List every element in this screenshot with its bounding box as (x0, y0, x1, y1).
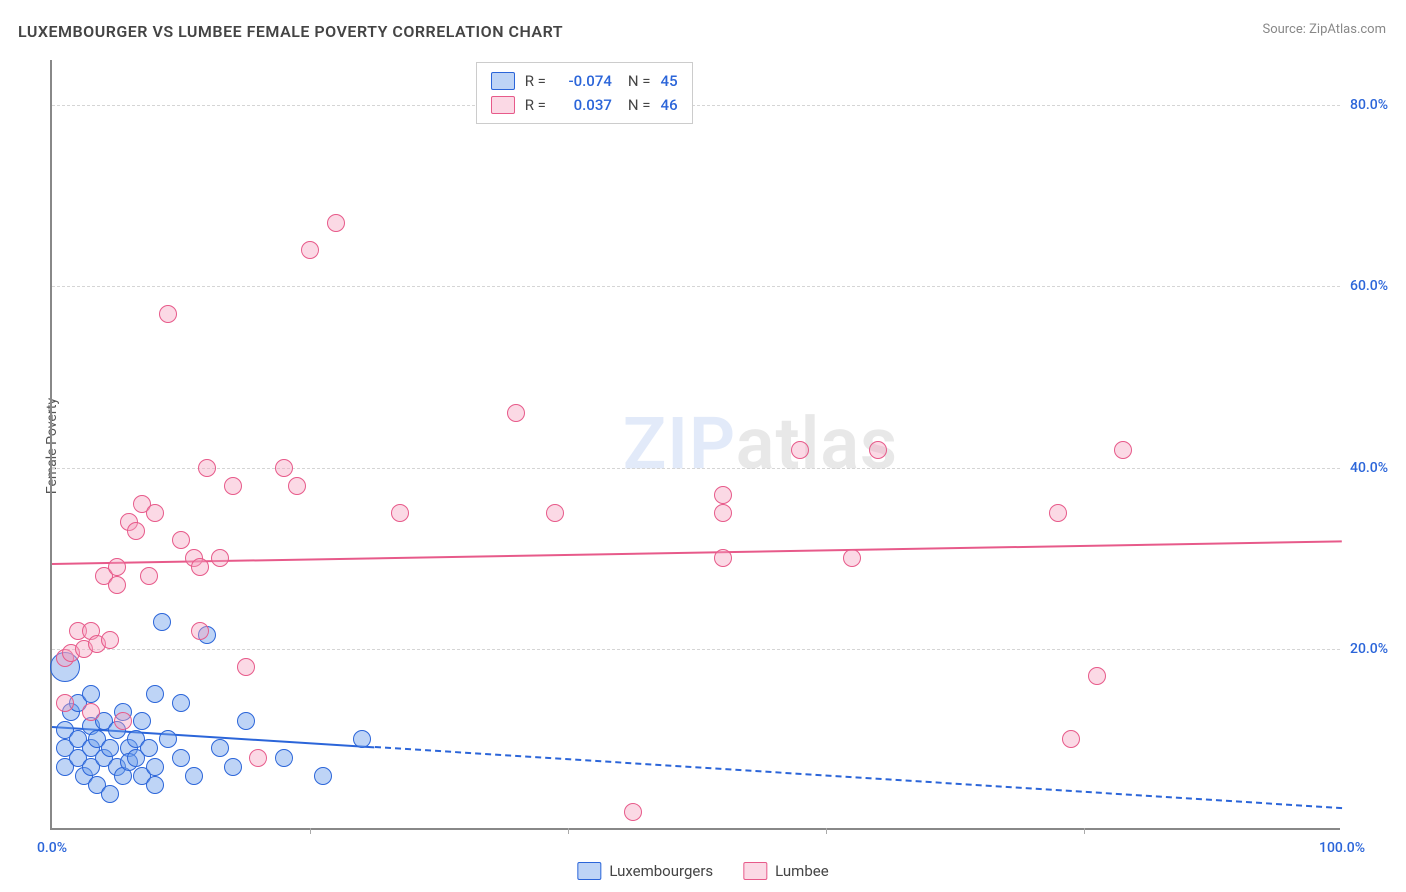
x-tick-label: 0.0% (37, 840, 67, 856)
scatter-point (507, 404, 525, 422)
trend-line (374, 746, 1342, 809)
stat-r-value: -0.074 (556, 69, 612, 93)
scatter-point (172, 694, 190, 712)
scatter-point (146, 758, 164, 776)
legend-label: Lumbee (775, 862, 829, 880)
scatter-point (843, 549, 861, 567)
legend-swatch (491, 96, 515, 114)
x-tick-minor (1084, 828, 1085, 834)
scatter-point (108, 576, 126, 594)
scatter-point (108, 558, 126, 576)
x-tick-minor (826, 828, 827, 834)
stat-r-label: R = (525, 69, 546, 93)
scatter-point (353, 730, 371, 748)
scatter-point (791, 441, 809, 459)
scatter-point (191, 558, 209, 576)
scatter-point (146, 685, 164, 703)
stats-row: R = 0.037 N = 46 (491, 93, 678, 117)
scatter-point (237, 712, 255, 730)
scatter-point (198, 459, 216, 477)
scatter-point (327, 214, 345, 232)
scatter-point (191, 622, 209, 640)
legend-swatch (491, 72, 515, 90)
stats-row: R = -0.074 N = 45 (491, 69, 678, 93)
scatter-point (159, 305, 177, 323)
y-tick-label: 40.0% (1350, 460, 1406, 476)
scatter-point (249, 749, 267, 767)
scatter-point (275, 749, 293, 767)
y-tick-label: 60.0% (1350, 278, 1406, 294)
x-tick-minor (568, 828, 569, 834)
plot-area: ZIPatlas 20.0%40.0%60.0%80.0%0.0%100.0% (50, 60, 1340, 830)
scatter-point (82, 703, 100, 721)
gridline (52, 105, 1340, 106)
scatter-point (101, 739, 119, 757)
scatter-point (301, 241, 319, 259)
stat-n-label: N = (628, 69, 651, 93)
trend-line (52, 540, 1342, 565)
scatter-point (211, 549, 229, 567)
y-tick-label: 80.0% (1350, 97, 1406, 113)
scatter-point (869, 441, 887, 459)
watermark-zip: ZIP (623, 402, 736, 487)
scatter-point (127, 522, 145, 540)
scatter-point (714, 504, 732, 522)
gridline (52, 286, 1340, 287)
scatter-point (172, 531, 190, 549)
x-tick-minor (310, 828, 311, 834)
stat-r-value: 0.037 (556, 93, 612, 117)
scatter-point (1114, 441, 1132, 459)
scatter-point (172, 749, 190, 767)
scatter-point (185, 767, 203, 785)
scatter-point (714, 549, 732, 567)
x-tick-label: 100.0% (1319, 840, 1365, 856)
scatter-point (159, 730, 177, 748)
scatter-point (1062, 730, 1080, 748)
scatter-point (714, 486, 732, 504)
stat-n-label: N = (628, 93, 651, 117)
source-label: Source: ZipAtlas.com (1262, 22, 1386, 37)
scatter-point (1088, 667, 1106, 685)
scatter-point (82, 685, 100, 703)
scatter-point (114, 712, 132, 730)
scatter-point (288, 477, 306, 495)
scatter-point (146, 776, 164, 794)
gridline (52, 649, 1340, 650)
scatter-point (101, 631, 119, 649)
scatter-point (314, 767, 332, 785)
scatter-point (391, 504, 409, 522)
scatter-point (101, 785, 119, 803)
stats-legend: R = -0.074 N = 45 R = 0.037 N = 46 (476, 62, 693, 124)
scatter-point (133, 712, 151, 730)
scatter-point (1049, 504, 1067, 522)
legend-label: Luxembourgers (609, 862, 713, 880)
scatter-point (56, 694, 74, 712)
watermark: ZIPatlas (623, 402, 898, 487)
scatter-point (153, 613, 171, 631)
y-tick-label: 20.0% (1350, 641, 1406, 657)
scatter-point (224, 758, 242, 776)
legend-swatch (577, 862, 601, 880)
stat-n-value: 46 (661, 93, 678, 117)
legend-item-lumbee: Lumbee (743, 862, 829, 880)
scatter-point (546, 504, 564, 522)
chart-title: LUXEMBOURGER VS LUMBEE FEMALE POVERTY CO… (18, 22, 563, 41)
stat-n-value: 45 (661, 69, 678, 93)
legend-item-luxembourgers: Luxembourgers (577, 862, 713, 880)
gridline (52, 468, 1340, 469)
scatter-point (140, 567, 158, 585)
scatter-point (224, 477, 242, 495)
scatter-point (146, 504, 164, 522)
legend-swatch (743, 862, 767, 880)
scatter-point (624, 803, 642, 821)
series-legend: Luxembourgers Lumbee (577, 862, 828, 880)
scatter-point (211, 739, 229, 757)
scatter-point (140, 739, 158, 757)
stat-r-label: R = (525, 93, 546, 117)
scatter-point (237, 658, 255, 676)
scatter-point (275, 459, 293, 477)
